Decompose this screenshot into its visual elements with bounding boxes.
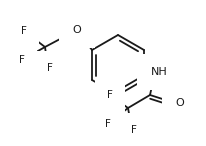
Text: F: F	[47, 63, 53, 73]
Text: F: F	[19, 55, 25, 65]
Text: F: F	[131, 125, 137, 135]
Text: O: O	[73, 25, 81, 35]
Text: O: O	[176, 98, 184, 108]
Text: F: F	[21, 26, 27, 36]
Text: F: F	[107, 90, 113, 100]
Text: F: F	[105, 119, 111, 129]
Text: NH: NH	[151, 67, 167, 77]
